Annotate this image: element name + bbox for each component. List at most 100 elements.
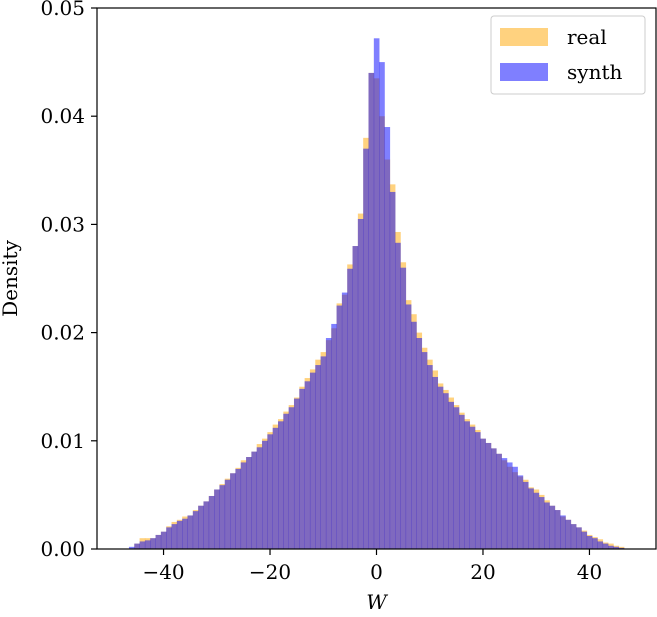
synth-bar xyxy=(352,246,359,550)
synth-bar xyxy=(592,538,598,549)
synth-bar xyxy=(293,398,300,549)
synth-bar xyxy=(288,407,295,549)
synth-bar xyxy=(272,427,279,549)
synth-bar xyxy=(554,510,561,549)
synth-bar xyxy=(576,527,582,549)
y-axis-ticks: 0.00 0.01 0.02 0.03 0.04 0.05 xyxy=(40,0,97,561)
x-tick-label: 0 xyxy=(370,560,383,584)
synth-bar xyxy=(304,381,311,549)
synth-bar xyxy=(182,518,188,549)
y-axis-label: Density xyxy=(0,239,22,316)
synth-bar xyxy=(464,421,470,549)
synth-bar xyxy=(432,376,439,549)
synth-bar xyxy=(166,527,172,549)
synth-bar xyxy=(597,541,604,549)
synth-bar xyxy=(160,531,167,549)
synth-bar xyxy=(187,515,194,549)
synth-bar xyxy=(246,457,252,549)
synth-bar xyxy=(608,545,614,549)
synth-bar xyxy=(341,292,348,549)
synth-bar xyxy=(395,242,401,550)
synth-bar xyxy=(538,497,545,549)
bars-layer xyxy=(128,38,625,550)
legend: real synth xyxy=(490,15,646,95)
y-tick-label: 0.01 xyxy=(40,429,85,453)
synth-bar xyxy=(581,531,588,549)
synth-bar xyxy=(448,401,454,549)
synth-bar xyxy=(336,305,343,549)
synth-bar xyxy=(150,538,156,549)
synth-bar xyxy=(309,372,316,549)
synth-bar xyxy=(176,520,183,549)
synth-bar xyxy=(544,502,550,549)
synth-bar xyxy=(203,501,210,549)
synth-bar xyxy=(501,458,508,549)
x-axis-label: W xyxy=(366,590,388,612)
synth-bar xyxy=(219,485,226,549)
synth-bar xyxy=(443,393,449,549)
synth-bar xyxy=(379,62,385,549)
synth-bar xyxy=(416,338,423,549)
legend-swatch-real xyxy=(500,28,548,46)
y-tick-label: 0.00 xyxy=(40,537,85,561)
synth-bar xyxy=(214,489,220,549)
synth-bar xyxy=(155,534,162,549)
synth-bar xyxy=(208,495,215,549)
synth-bar xyxy=(240,462,247,549)
x-tick-label: 40 xyxy=(577,560,602,584)
synth-bar xyxy=(198,505,204,549)
synth-bar xyxy=(144,540,151,549)
synth-bar xyxy=(368,72,375,550)
series-synth xyxy=(128,38,625,550)
y-tick-label: 0.04 xyxy=(40,104,85,128)
synth-bar xyxy=(400,267,407,549)
legend-swatch-synth xyxy=(500,63,548,81)
synth-bar xyxy=(405,304,412,549)
synth-bar xyxy=(570,524,577,549)
synth-bar xyxy=(613,546,620,549)
synth-bar xyxy=(453,407,460,549)
synth-bar xyxy=(480,438,486,549)
synth-bar xyxy=(357,218,364,550)
synth-bar xyxy=(522,481,529,549)
synth-bar xyxy=(506,462,513,549)
synth-bar xyxy=(427,365,433,549)
synth-bar xyxy=(528,488,534,549)
synth-bar xyxy=(139,541,146,549)
synth-bar xyxy=(171,524,178,549)
synth-bar xyxy=(224,479,231,549)
synth-bar xyxy=(517,475,524,549)
synth-bar xyxy=(496,453,502,549)
synth-bar xyxy=(283,413,289,549)
legend-label-real: real xyxy=(567,25,607,49)
synth-bar xyxy=(474,432,481,549)
synth-bar xyxy=(325,338,332,549)
legend-label-synth: synth xyxy=(567,60,622,84)
synth-bar xyxy=(565,519,572,549)
synth-bar xyxy=(256,447,263,549)
synth-bar xyxy=(586,536,593,549)
synth-bar xyxy=(251,451,258,549)
synth-bar xyxy=(134,543,140,549)
x-tick-label: −20 xyxy=(249,560,291,584)
synth-bar xyxy=(411,321,417,549)
synth-bar xyxy=(262,440,268,549)
synth-bar xyxy=(347,268,353,549)
synth-bar xyxy=(469,426,476,549)
synth-bar xyxy=(278,421,284,549)
synth-bar xyxy=(315,365,321,549)
synth-bar xyxy=(320,356,327,549)
synth-bar xyxy=(533,492,540,549)
synth-bar xyxy=(192,511,199,549)
synth-bar xyxy=(389,191,396,549)
y-tick-label: 0.03 xyxy=(40,212,85,236)
synth-bar xyxy=(384,127,391,550)
synth-bar xyxy=(459,414,465,549)
synth-bar xyxy=(560,515,566,549)
y-tick-label: 0.05 xyxy=(40,0,85,20)
synth-bar xyxy=(373,38,380,550)
synth-bar xyxy=(490,448,497,549)
synth-bar xyxy=(485,442,492,549)
